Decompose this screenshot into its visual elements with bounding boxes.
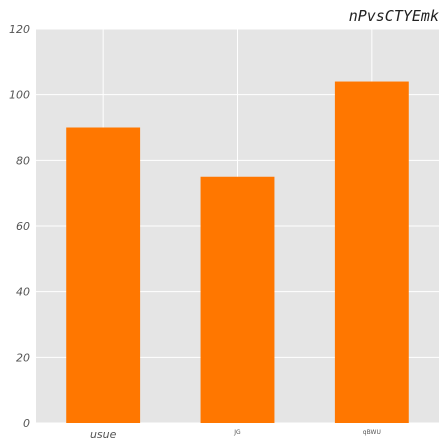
y-axis-ticks: 0 20 40 60 80 100 120 (9, 23, 30, 430)
bar-qBWU (334, 81, 409, 424)
bars (66, 81, 409, 424)
y-tick-label-4: 80 (16, 154, 30, 167)
bar-JG (200, 176, 275, 423)
x-tick-label-1: JG (233, 429, 241, 436)
x-tick-label-2: qBWU (363, 429, 381, 436)
y-tick-label-5: 100 (9, 89, 30, 102)
y-tick-label-0: 0 (23, 417, 30, 430)
y-tick-label-2: 40 (16, 286, 30, 299)
y-tick-label-1: 20 (16, 351, 30, 364)
x-tick-label-0: usue (90, 428, 117, 441)
y-tick-label-6: 120 (9, 23, 30, 36)
y-tick-label-3: 60 (16, 220, 30, 233)
chart-title: nPvsCTYEmk (349, 7, 439, 25)
x-axis-ticks: usue JG qBWU (90, 428, 381, 441)
bar-usue (66, 127, 141, 423)
